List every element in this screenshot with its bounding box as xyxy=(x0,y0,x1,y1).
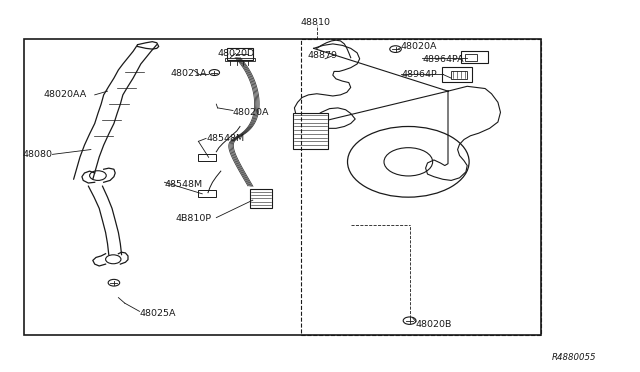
Text: 48020A: 48020A xyxy=(401,42,437,51)
Text: 48879: 48879 xyxy=(307,51,337,60)
Bar xyxy=(198,190,216,197)
Bar xyxy=(225,58,255,61)
Bar xyxy=(250,189,272,208)
Text: R4880055: R4880055 xyxy=(552,353,596,362)
Text: 48021A: 48021A xyxy=(171,69,207,78)
Text: 4B810P: 4B810P xyxy=(176,214,212,223)
Text: 48810: 48810 xyxy=(301,18,331,27)
Text: 48020A: 48020A xyxy=(233,108,269,117)
Text: 48020B: 48020B xyxy=(416,320,452,329)
Bar xyxy=(198,154,216,161)
Text: 48964P: 48964P xyxy=(401,70,437,79)
Bar xyxy=(465,54,477,61)
Bar xyxy=(451,71,467,79)
Text: 48964PA: 48964PA xyxy=(422,55,464,64)
Bar xyxy=(24,39,541,335)
Text: 48548M: 48548M xyxy=(206,134,244,143)
Text: 48548M: 48548M xyxy=(164,180,203,189)
Bar xyxy=(227,48,253,60)
Text: 48025A: 48025A xyxy=(140,309,176,318)
Bar xyxy=(301,39,541,335)
Bar xyxy=(293,113,328,149)
Bar xyxy=(442,67,472,82)
Text: 48020AA: 48020AA xyxy=(44,90,87,99)
Text: 48020D: 48020D xyxy=(218,49,255,58)
Text: 48080: 48080 xyxy=(22,150,52,159)
Bar xyxy=(461,51,488,63)
